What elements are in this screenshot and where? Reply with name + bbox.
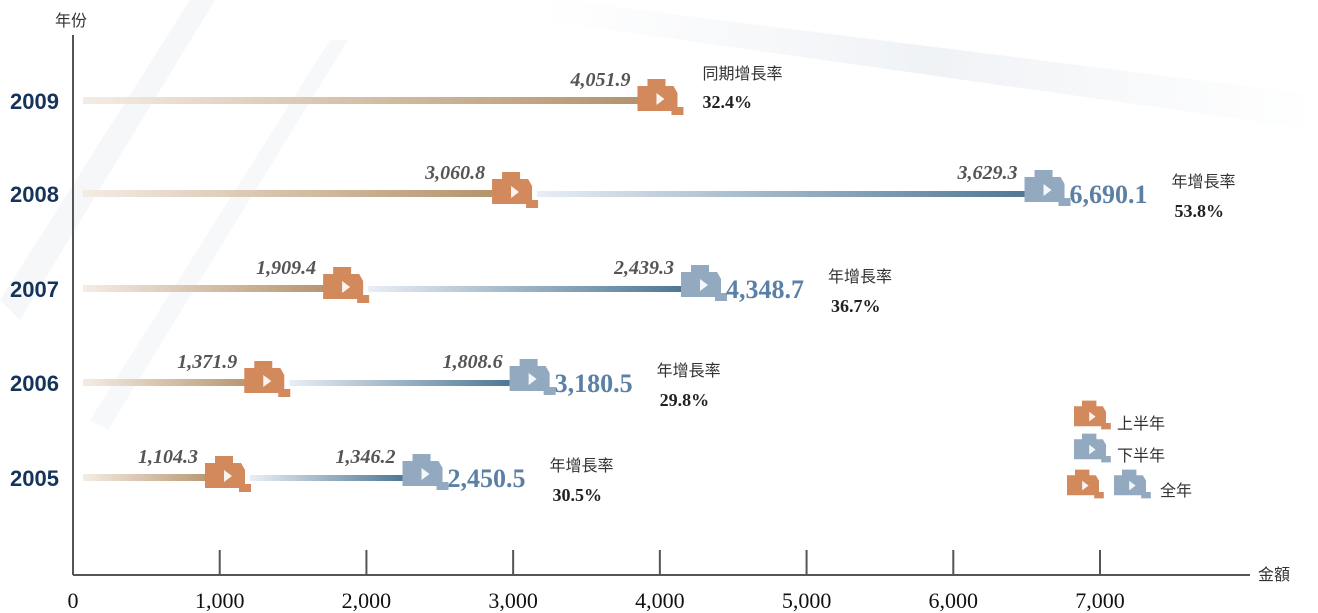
x-tick-label: 7,000 <box>1075 588 1125 613</box>
y-axis-title: 年份 <box>55 11 87 30</box>
first-half-icon <box>323 267 370 303</box>
second-half-value: 1,346.2 <box>336 446 396 468</box>
row-2009: 2009 4,051.9 同期增長率 32.4% <box>10 64 782 115</box>
growth-value: 36.7% <box>831 296 881 316</box>
total-value: 3,180.5 <box>555 369 633 398</box>
bar-first-half <box>83 474 221 481</box>
legend-item-second-half: 下半年 <box>1050 433 1165 465</box>
growth-value: 32.4% <box>702 92 752 112</box>
legend-item-total: 全年 <box>1050 469 1192 500</box>
legend-total-second-icon <box>1114 469 1151 499</box>
legend-first-half-icon <box>1074 400 1111 430</box>
second-half-icon <box>1024 170 1071 206</box>
bar-first-half <box>83 190 508 197</box>
x-ticks: 0 1,000 2,000 3,000 4,000 5,000 6,000 7,000 <box>68 550 1125 613</box>
total-value: 4,348.7 <box>726 275 804 304</box>
x-tick-label: 0 <box>68 588 79 613</box>
year-label: 2005 <box>10 466 59 491</box>
legend-second-half-glyph <box>1074 433 1111 463</box>
row-2007: 2007 1,909.4 2,439.3 4,348.7 年增長率 36.7% <box>10 257 892 316</box>
legend-label-second-half: 下半年 <box>1117 446 1165 465</box>
first-half-value: 1,371.9 <box>177 351 237 373</box>
legend: 上半年 下半年 全年 <box>1050 400 1192 500</box>
first-half-icon <box>244 361 291 397</box>
growth-title: 同期增長率 <box>702 64 782 83</box>
year-label: 2007 <box>10 277 59 302</box>
bar-second-half <box>368 286 682 292</box>
second-half-value: 1,808.6 <box>443 351 503 373</box>
first-half-value: 3,060.8 <box>424 162 485 184</box>
row-2005: 2005 1,104.3 1,346.2 2,450.5 年增長率 30.5% <box>10 446 614 505</box>
x-tick-label: 3,000 <box>488 588 538 613</box>
total-value: 2,450.5 <box>448 464 526 493</box>
x-tick-label: 6,000 <box>929 588 979 613</box>
second-half-icon <box>681 265 728 301</box>
legend-second-half-icon <box>1074 433 1111 463</box>
bar-first-half <box>83 97 653 104</box>
growth-value: 30.5% <box>553 485 603 505</box>
total-value: 6,690.1 <box>1070 180 1148 209</box>
legend-total-first-glyph <box>1067 469 1104 499</box>
second-half-icon <box>509 359 556 395</box>
x-tick-label: 5,000 <box>782 588 832 613</box>
growth-title: 年增長率 <box>657 361 721 380</box>
first-half-icon <box>205 456 252 492</box>
x-tick-label: 2,000 <box>342 588 392 613</box>
legend-label-total: 全年 <box>1160 481 1192 500</box>
row-2006: 2006 1,371.9 1,808.6 3,180.5 年增長率 29.8% <box>10 351 721 410</box>
legend-item-first-half: 上半年 <box>1050 400 1165 433</box>
growth-title: 年增長率 <box>828 267 892 286</box>
legend-total-second-glyph <box>1114 469 1151 499</box>
background-streaks <box>540 0 1318 130</box>
growth-title: 年增長率 <box>550 456 614 475</box>
year-label: 2009 <box>10 89 59 114</box>
first-half-value: 1,104.3 <box>138 446 198 468</box>
second-half-value: 3,629.3 <box>957 162 1018 184</box>
bar-second-half <box>289 380 510 386</box>
legend-first-half-glyph <box>1074 400 1111 430</box>
bars: 2009 4,051.9 同期增長率 32.4% 2008 3,060.8 3,629.3 6… <box>10 64 1236 505</box>
row-2008: 2008 3,060.8 3,629.3 6,690.1 年增長率 53.8% <box>10 162 1236 221</box>
legend-label-first-half: 上半年 <box>1117 414 1165 433</box>
growth-value: 29.8% <box>660 390 710 410</box>
x-tick-label: 4,000 <box>635 588 685 613</box>
bar-first-half <box>83 379 260 386</box>
bar-first-half <box>83 285 339 292</box>
growth-value: 53.8% <box>1175 201 1225 221</box>
first-half-icon <box>492 172 539 208</box>
second-half-value: 2,439.3 <box>613 257 674 279</box>
year-label: 2006 <box>10 371 59 396</box>
x-axis-title: 金額 <box>1258 565 1290 584</box>
legend-total-first-icon <box>1067 469 1104 499</box>
x-tick-label: 1,000 <box>195 588 245 613</box>
first-half-icon <box>637 79 684 115</box>
bar-second-half <box>250 475 403 481</box>
first-half-value: 4,051.9 <box>569 69 630 91</box>
first-half-value: 1,909.4 <box>256 257 316 279</box>
year-label: 2008 <box>10 182 59 207</box>
growth-title: 年增長率 <box>1172 172 1236 191</box>
second-half-icon <box>402 454 449 490</box>
bar-second-half <box>537 191 1025 197</box>
